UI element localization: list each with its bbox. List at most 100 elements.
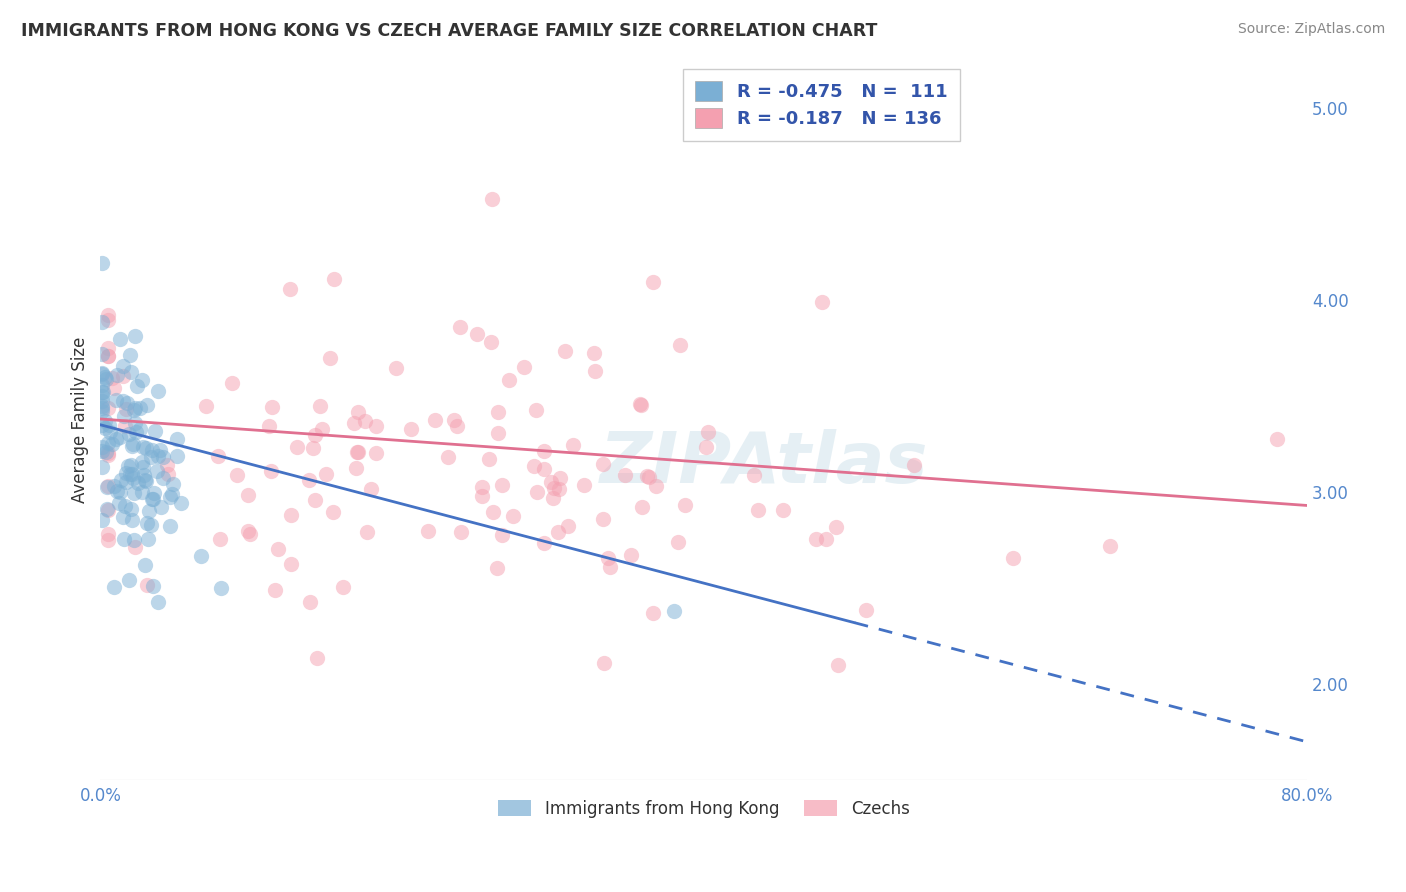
Point [90,384,112,399]
Point [643,606,665,620]
Point [662,604,685,618]
Point [1001,550,1024,565]
Point [533,461,555,475]
Point [124,417,146,431]
Point [620,548,643,562]
Point [103,479,125,493]
Point [146,595,169,609]
Point [122,470,145,484]
Point [491,478,513,492]
Point [120,467,142,481]
Point [141,443,163,458]
Point [596,551,619,566]
Point [195,399,218,413]
Point [117,395,139,409]
Point [96,501,118,516]
Point [304,428,326,442]
Point [97,436,120,450]
Point [97,417,120,432]
Point [481,192,503,206]
Point [146,464,169,478]
Point [134,473,156,487]
Point [613,468,636,483]
Point [267,541,290,556]
Point [260,464,283,478]
Point [346,405,368,419]
Point [115,401,138,416]
Point [120,458,142,473]
Point [322,505,344,519]
Point [90,401,112,415]
Point [301,442,323,456]
Point [747,503,769,517]
Point [160,487,183,501]
Point [446,419,468,434]
Point [554,344,576,359]
Point [90,440,112,454]
Point [804,533,827,547]
Point [105,483,128,498]
Point [593,657,616,671]
Point [98,425,121,439]
Point [855,603,877,617]
Point [450,524,472,539]
Point [811,294,834,309]
Point [641,275,664,289]
Point [903,458,925,472]
Point [425,413,447,427]
Point [94,413,117,427]
Point [97,349,120,363]
Point [364,418,387,433]
Point [449,320,471,334]
Point [90,393,112,408]
Point [209,532,232,546]
Point [465,327,488,342]
Point [572,478,595,492]
Point [533,443,555,458]
Point [305,650,328,665]
Point [190,549,212,563]
Point [156,458,179,472]
Point [162,476,184,491]
Point [486,425,509,440]
Point [97,341,120,355]
Point [90,444,112,458]
Point [103,580,125,594]
Point [118,573,141,587]
Point [90,404,112,418]
Point [695,440,717,454]
Point [131,373,153,387]
Point [315,467,337,481]
Point [524,403,547,417]
Point [638,470,661,484]
Point [512,359,534,374]
Point [471,489,494,503]
Point [280,508,302,522]
Point [236,488,259,502]
Point [630,500,652,515]
Point [118,348,141,362]
Point [97,446,120,460]
Point [94,372,117,386]
Point [97,527,120,541]
Point [90,399,112,413]
Point [346,444,368,458]
Legend: Immigrants from Hong Kong, Czechs: Immigrants from Hong Kong, Czechs [489,791,918,826]
Point [354,414,377,428]
Point [93,421,115,435]
Point [226,468,249,483]
Point [356,525,378,540]
Point [209,581,232,595]
Point [280,557,302,571]
Point [104,432,127,446]
Point [541,491,564,506]
Point [132,440,155,454]
Point [100,371,122,385]
Point [146,384,169,399]
Point [562,438,585,452]
Text: Source: ZipAtlas.com: Source: ZipAtlas.com [1237,22,1385,37]
Point [115,475,138,490]
Point [526,484,548,499]
Point [135,577,157,591]
Point [132,460,155,475]
